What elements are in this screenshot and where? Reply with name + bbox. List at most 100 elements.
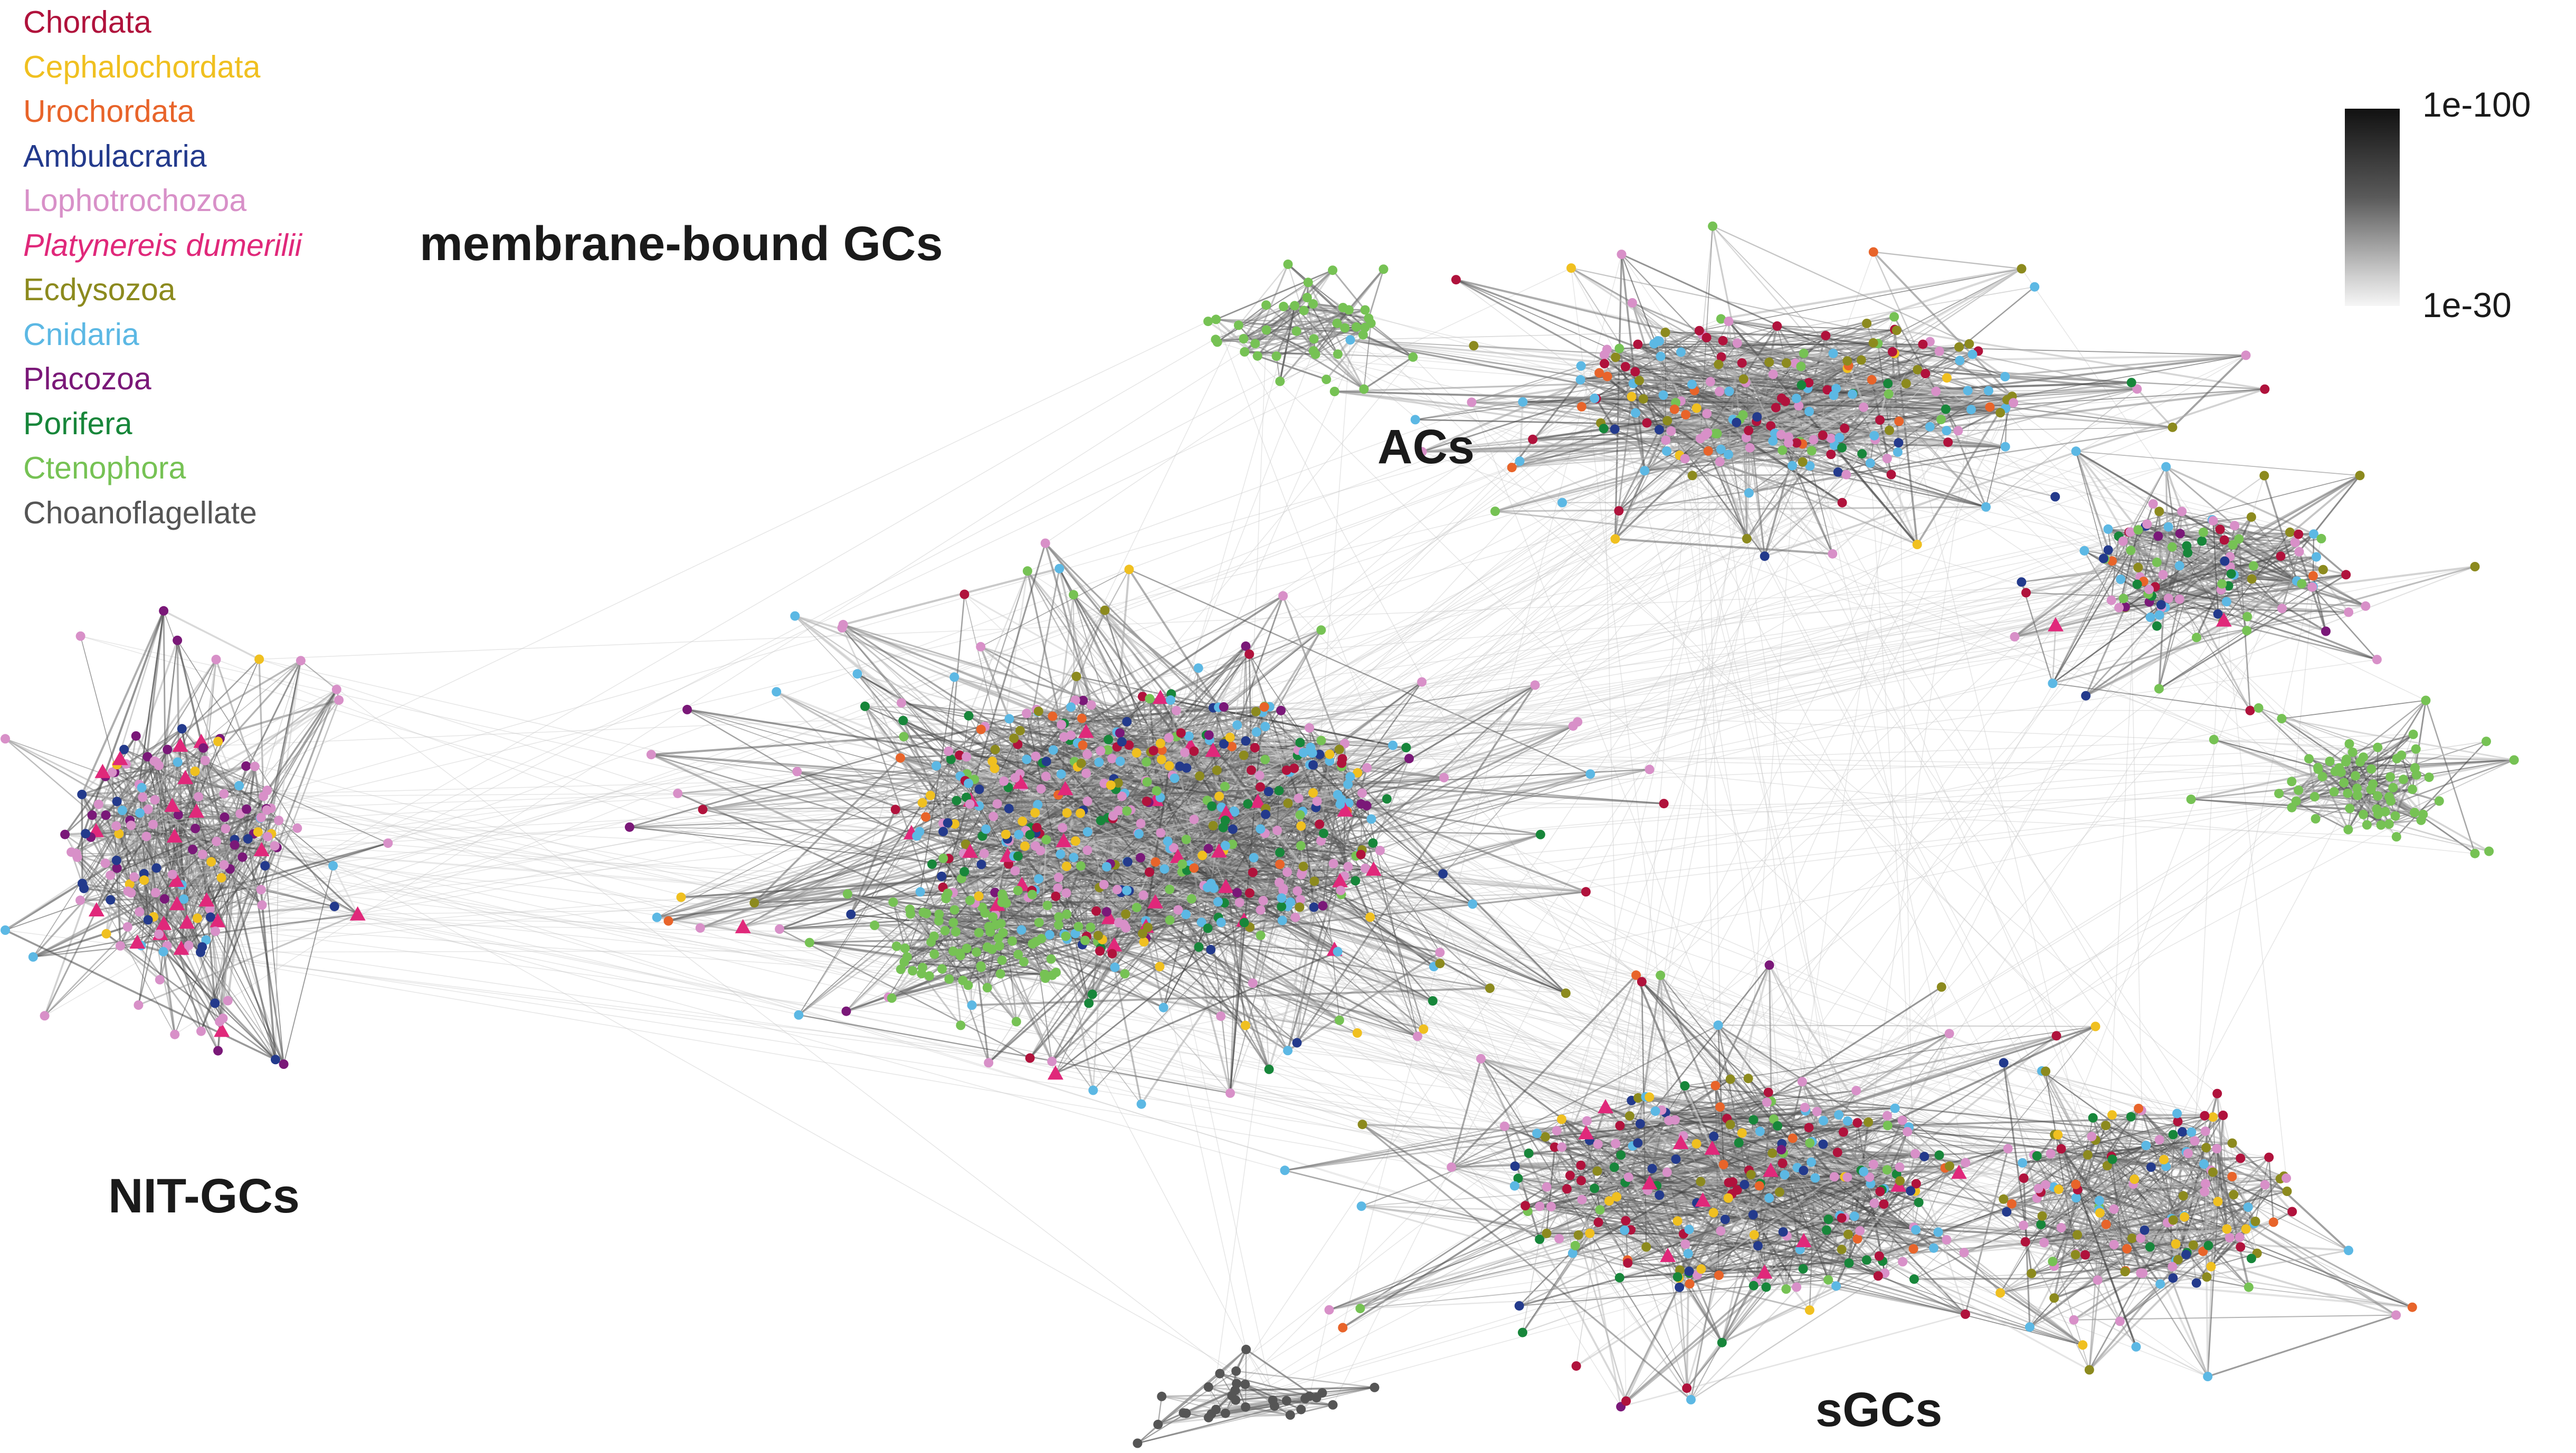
network-edge bbox=[986, 960, 1003, 988]
network-edge bbox=[1025, 713, 1088, 851]
network-edge bbox=[1106, 746, 1232, 867]
network-edge bbox=[629, 712, 1027, 828]
network-edge bbox=[1796, 443, 2093, 1137]
network-edge bbox=[1128, 569, 1220, 708]
network-edge bbox=[137, 942, 1581, 1166]
network-edge bbox=[892, 902, 923, 974]
network-edge bbox=[850, 760, 1330, 915]
network-edge bbox=[981, 758, 1113, 865]
network-edge bbox=[1700, 438, 2247, 1229]
network-edge bbox=[1472, 903, 2045, 1243]
network-edge bbox=[1149, 565, 2180, 699]
network-edge bbox=[1211, 898, 1282, 1414]
network-edge bbox=[1945, 388, 2265, 410]
network-edge bbox=[1264, 706, 1573, 727]
network-edge bbox=[1153, 592, 2027, 751]
network-edge bbox=[1092, 866, 1304, 1091]
network-edge bbox=[1125, 927, 1490, 989]
network-edge bbox=[1363, 356, 1414, 390]
network-edge bbox=[277, 847, 1690, 1285]
network-edge bbox=[809, 942, 1019, 955]
network-edge bbox=[1699, 268, 2022, 331]
network-edge bbox=[300, 660, 337, 690]
network-edge bbox=[1619, 390, 1695, 1278]
network-edge bbox=[1603, 428, 1627, 1401]
network-edge bbox=[1000, 973, 1018, 1022]
network-edge bbox=[1692, 474, 1847, 476]
network-edge bbox=[259, 574, 2346, 660]
network-edge bbox=[1176, 510, 1619, 737]
network-edge bbox=[1314, 906, 1669, 1121]
network-edge bbox=[1254, 681, 1422, 749]
network-edge bbox=[968, 570, 1029, 716]
network-edge bbox=[1217, 341, 2157, 627]
network-edge bbox=[1287, 834, 1541, 907]
network-edge bbox=[1596, 403, 2014, 1172]
network-edge bbox=[1026, 570, 1220, 852]
network-edge bbox=[960, 974, 1053, 1026]
network-edge bbox=[1030, 827, 1246, 1026]
network-edge bbox=[1916, 399, 2008, 546]
network-edge bbox=[1243, 583, 2222, 756]
network-edge bbox=[1341, 766, 1566, 994]
network-edge bbox=[900, 757, 1371, 918]
network-edge bbox=[776, 691, 1127, 892]
network-edge bbox=[1121, 796, 1203, 856]
network-edge bbox=[1341, 562, 2157, 764]
network-edge bbox=[651, 753, 912, 834]
network-edge bbox=[1296, 725, 1574, 1043]
network-edge bbox=[964, 594, 1036, 891]
network-edge bbox=[2045, 534, 2299, 1186]
network-edge bbox=[1985, 388, 2137, 508]
network-edge bbox=[1322, 795, 1339, 906]
network-edge bbox=[651, 753, 1341, 806]
network-edge bbox=[1894, 328, 2265, 390]
network-edge bbox=[1619, 426, 2173, 512]
network-edge bbox=[1511, 379, 1581, 469]
network-edge bbox=[1119, 732, 1313, 754]
network-edge bbox=[965, 710, 1177, 845]
network-edge bbox=[922, 795, 2358, 968]
network-edge bbox=[1894, 353, 2100, 1213]
network-edge bbox=[1764, 474, 1847, 557]
network-edge bbox=[945, 838, 1047, 900]
network-edge bbox=[1167, 708, 1214, 842]
network-edge bbox=[1002, 893, 1091, 928]
network-edge bbox=[1108, 753, 1330, 919]
network-edge bbox=[1249, 586, 2155, 655]
network-edge bbox=[1030, 800, 2296, 1059]
network-edge bbox=[1393, 744, 2475, 854]
network-edge bbox=[1303, 420, 1757, 753]
network-edge bbox=[1362, 560, 2225, 794]
network-edge bbox=[1283, 306, 2218, 1094]
network-edge bbox=[1219, 747, 2378, 797]
network-edge bbox=[1118, 810, 1143, 934]
network-edge bbox=[195, 828, 1678, 1277]
network-edge bbox=[1341, 799, 2142, 1111]
network-edge bbox=[980, 569, 1129, 647]
network-edge bbox=[1208, 614, 2219, 1388]
network-edge bbox=[842, 627, 1043, 763]
network-edge bbox=[158, 765, 1237, 1372]
network-edge bbox=[930, 700, 1084, 796]
network-edge bbox=[1551, 382, 1746, 1207]
network-edge bbox=[1243, 607, 2126, 756]
network-edge bbox=[1269, 433, 1775, 1070]
network-edge bbox=[1296, 755, 1371, 918]
network-edge bbox=[948, 939, 1086, 980]
network-edge bbox=[1684, 458, 1848, 1121]
network-edge bbox=[980, 966, 1018, 1022]
network-edge bbox=[266, 689, 338, 791]
network-edge bbox=[1005, 903, 1018, 1022]
network-edge bbox=[1091, 629, 1322, 995]
network-edge bbox=[300, 660, 1246, 1385]
network-edge bbox=[5, 930, 1557, 1131]
network-edge bbox=[181, 391, 1720, 949]
network-edge bbox=[1015, 914, 1068, 1022]
network-edge bbox=[1350, 332, 1666, 341]
network-edge bbox=[1050, 924, 1060, 959]
network-edge bbox=[1309, 1309, 1330, 1397]
network-edge bbox=[1347, 866, 2107, 1225]
network-edge bbox=[1225, 845, 1566, 994]
network-edge bbox=[981, 966, 1537, 1134]
